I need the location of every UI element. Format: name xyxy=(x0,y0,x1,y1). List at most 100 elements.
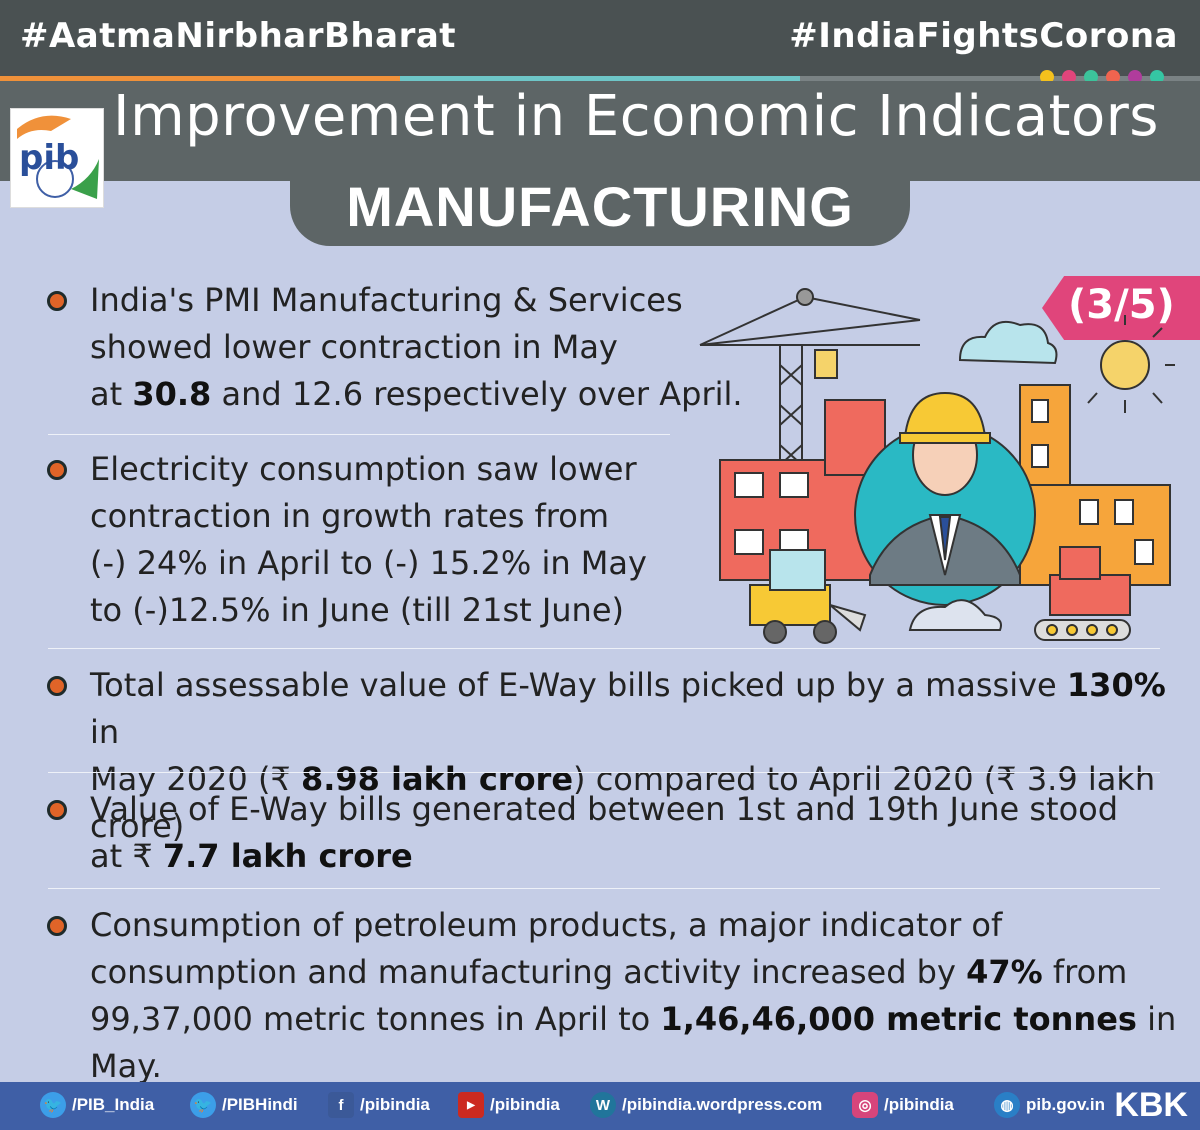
text-segment: contraction in growth rates from xyxy=(90,497,609,535)
footer-link-label: /pibindia.wordpress.com xyxy=(622,1095,823,1114)
text-segment: from xyxy=(1042,953,1128,991)
hashtag-indiafightscorona[interactable]: #IndiaFightsCorona xyxy=(789,16,1178,56)
bullet-text-2: Electricity consumption saw lower contrac… xyxy=(90,446,647,634)
text-segment: Electricity consumption saw lower xyxy=(90,450,637,488)
youtube-icon: ▶ xyxy=(458,1092,484,1118)
separator xyxy=(48,888,1160,889)
page-badge: (3/5) xyxy=(1042,276,1200,340)
bullet-line: Value of E-Way bills generated between 1… xyxy=(90,786,1118,833)
bullet-line: showed lower contraction in May xyxy=(90,324,743,371)
bullet-line: Consumption of petroleum products, a maj… xyxy=(90,902,1200,949)
footer-link-facebook[interactable]: f /pibindia xyxy=(328,1092,430,1118)
bullet-line: 99,37,000 metric tonnes in April to 1,46… xyxy=(90,996,1200,1090)
dot-teal xyxy=(1150,70,1164,84)
cloud-icon xyxy=(908,599,1002,631)
text-segment: Total assessable value of E-Way bills pi… xyxy=(90,666,1067,704)
pib-logo: pib xyxy=(10,108,104,208)
bullet-line: to (-)12.5% in June (till 21st June) xyxy=(90,587,647,634)
wordpress-icon: W xyxy=(590,1092,616,1118)
footer-bar: 🐦 /PIB_India 🐦 /PIBHindi f /pibindia ▶ /… xyxy=(0,1082,1200,1130)
highlight-value: 130% xyxy=(1066,666,1166,704)
kbk-brand: KBK xyxy=(1114,1086,1188,1124)
text-segment: Value of E-Way bills generated between 1… xyxy=(90,790,1119,828)
footer-link-label: /PIBHindi xyxy=(222,1095,298,1114)
text-segment: at ₹ xyxy=(90,837,163,875)
bulldozer-icon xyxy=(1034,546,1131,641)
footer-link-youtube[interactable]: ▶ /pibindia xyxy=(458,1092,560,1118)
bullet-text-4: Value of E-Way bills generated between 1… xyxy=(90,786,1118,880)
text-segment: consumption and manufacturing activity i… xyxy=(90,953,967,991)
title-band xyxy=(0,81,1200,181)
stripe-gray xyxy=(800,76,1200,81)
dot-purple xyxy=(1128,70,1142,84)
page-title: Improvement in Economic Indicators xyxy=(113,84,1159,149)
text-segment: in May. xyxy=(90,1000,1177,1085)
twitter-icon: 🐦 xyxy=(190,1092,216,1118)
bullet-line: India's PMI Manufacturing & Services xyxy=(90,277,743,324)
bullet-line: at 30.8 and 12.6 respectively over April… xyxy=(90,371,743,418)
bullet-dot xyxy=(47,800,67,820)
dot-yellow xyxy=(1040,70,1054,84)
footer-link-instagram[interactable]: ◎ /pibindia xyxy=(852,1092,954,1118)
bullet-text-5: Consumption of petroleum products, a maj… xyxy=(90,902,1200,1090)
highlight-value: 8.98 lakh crore xyxy=(300,760,574,798)
text-segment: in xyxy=(90,713,120,751)
pib-logo-text: pib xyxy=(19,138,79,178)
separator xyxy=(48,772,1160,773)
text-segment: May 2020 (₹ xyxy=(90,760,301,798)
header-bar xyxy=(0,0,1200,76)
excavator-icon xyxy=(749,549,867,644)
manufacturing-illustration xyxy=(699,288,1175,644)
text-segment: Consumption of petroleum products, a maj… xyxy=(90,906,1003,944)
text-segment: and 12.6 respectively over April. xyxy=(211,375,743,413)
bullet-line: May 2020 (₹ 8.98 lakh crore) compared to… xyxy=(90,756,1200,850)
hashtag-aatmanirbhar[interactable]: #AatmaNirbharBharat xyxy=(20,16,457,56)
bullet-text-3: Total assessable value of E-Way bills pi… xyxy=(90,662,1200,850)
bullet-dot xyxy=(47,676,67,696)
bullet-line: Total assessable value of E-Way bills pi… xyxy=(90,662,1200,756)
footer-link-wordpress[interactable]: W /pibindia.wordpress.com xyxy=(590,1092,822,1118)
highlight-value: 7.7 lakh crore xyxy=(162,837,413,875)
stripe-orange xyxy=(0,76,400,81)
bullet-line: at ₹ 7.7 lakh crore xyxy=(90,833,1118,880)
footer-link-label: /pibindia xyxy=(884,1095,954,1114)
footer-link-label: /PIB_India xyxy=(72,1095,155,1114)
bullet-dot xyxy=(47,291,67,311)
text-segment: 99,37,000 metric tonnes in April to xyxy=(90,1000,661,1038)
stripe-teal xyxy=(400,76,800,81)
bullet-line: consumption and manufacturing activity i… xyxy=(90,949,1200,996)
bullet-line: Electricity consumption saw lower xyxy=(90,446,647,493)
footer-link-pib-india[interactable]: 🐦 /PIB_India xyxy=(40,1092,154,1118)
facebook-icon: f xyxy=(328,1092,354,1118)
footer-link-website[interactable]: ◍ pib.gov.in xyxy=(994,1092,1105,1118)
page-badge-text: (3/5) xyxy=(1068,282,1175,328)
dot-green xyxy=(1084,70,1098,84)
bullet-dot xyxy=(47,460,67,480)
bullet-line: (-) 24% in April to (-) 15.2% in May xyxy=(90,540,647,587)
bullet-dot xyxy=(47,916,67,936)
highlight-value: 47% xyxy=(966,953,1043,991)
footer-link-label: pib.gov.in xyxy=(1026,1095,1106,1114)
pib-logo-icon: pib xyxy=(17,115,99,199)
bullet-line: contraction in growth rates from xyxy=(90,493,647,540)
text-segment: ) compared to April 2020 (₹ 3.9 lakh cro… xyxy=(90,760,1156,845)
color-dots xyxy=(1040,70,1164,84)
footer-link-pib-hindi[interactable]: 🐦 /PIBHindi xyxy=(190,1092,298,1118)
dot-pink xyxy=(1062,70,1076,84)
text-segment: India's PMI Manufacturing & Services xyxy=(90,281,683,319)
separator xyxy=(48,434,670,435)
text-segment: to (-)12.5% in June (till 21st June) xyxy=(90,591,624,629)
globe-icon: ◍ xyxy=(994,1092,1020,1118)
highlight-value: 30.8 xyxy=(132,375,212,413)
dot-red xyxy=(1106,70,1120,84)
engineer-icon xyxy=(854,391,1036,606)
text-segment: (-) 24% in April to (-) 15.2% in May xyxy=(90,544,647,582)
instagram-icon: ◎ xyxy=(852,1092,878,1118)
text-segment: showed lower contraction in May xyxy=(90,328,618,366)
sun-icon xyxy=(1087,315,1175,413)
subtitle-tab xyxy=(290,170,910,246)
bullet-text-1: India's PMI Manufacturing & Services show… xyxy=(90,277,743,418)
page-subtitle: MANUFACTURING xyxy=(346,175,854,238)
separator xyxy=(48,648,1160,649)
highlight-value: 1,46,46,000 metric tonnes xyxy=(660,1000,1137,1038)
